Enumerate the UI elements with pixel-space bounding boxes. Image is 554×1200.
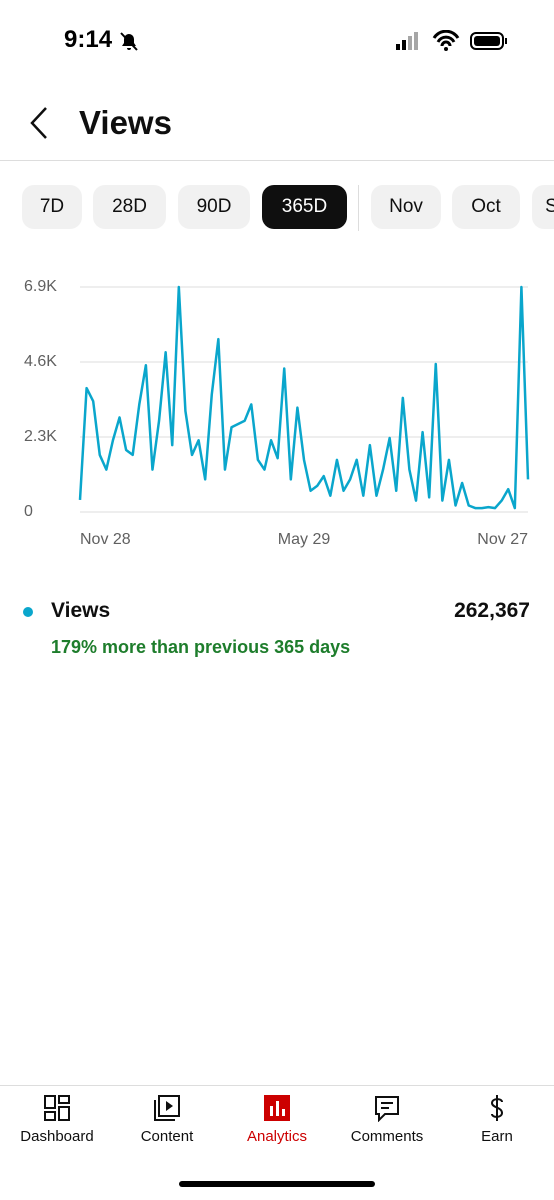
nav-item[interactable]: Analytics	[222, 1090, 332, 1145]
chart: 0 2.3K 4.6K 6.9K Nov 28 May 29 Nov 27	[24, 278, 530, 548]
data-line	[78, 285, 530, 510]
status-time: 9:14	[64, 26, 113, 53]
x-tick-label: Nov 27	[477, 531, 528, 548]
nav-label: Comments	[350, 1128, 424, 1145]
nav-label: Analytics	[246, 1128, 308, 1145]
legend-label: Views	[51, 599, 111, 622]
y-tick-label: 4.6K	[24, 353, 57, 370]
nav-icon	[264, 1095, 290, 1121]
nav-item[interactable]: Dashboard	[2, 1090, 112, 1145]
tab[interactable]: 28D	[93, 185, 166, 229]
home-indicator	[179, 1181, 375, 1187]
nav-divider	[0, 1085, 554, 1086]
page-title: Views	[79, 104, 172, 141]
nav-icon	[490, 1095, 504, 1121]
y-tick-label: 0	[24, 503, 33, 520]
nav-icon	[154, 1095, 180, 1121]
tab[interactable]: Nov	[371, 185, 441, 229]
nav-icon	[44, 1095, 70, 1121]
tab[interactable]: 90D	[178, 185, 250, 229]
tab[interactable]: 365D	[262, 185, 347, 229]
tab[interactable]: Sep	[532, 185, 554, 229]
x-tick-label: Nov 28	[80, 531, 131, 548]
status-icons	[396, 30, 507, 51]
total-views: 262,367	[454, 599, 530, 622]
y-tick-label: 2.3K	[24, 428, 57, 445]
tab-separator	[358, 185, 359, 231]
divider	[0, 160, 554, 161]
x-tick-label: May 29	[278, 531, 331, 548]
comparison: 179% more than previous 365 days	[51, 637, 351, 657]
tab[interactable]: Oct	[452, 185, 520, 229]
tab[interactable]: 7D	[22, 185, 82, 229]
legend-dot	[23, 607, 33, 617]
nav-label: Earn	[481, 1128, 513, 1145]
nav-label: Content	[140, 1128, 194, 1145]
y-tick-label: 6.9K	[24, 278, 57, 295]
nav-item[interactable]: Content	[112, 1090, 222, 1145]
nav-icon	[375, 1096, 399, 1122]
nav-item[interactable]: Comments	[332, 1090, 442, 1145]
mute-icon	[120, 32, 138, 51]
nav-label: Dashboard	[20, 1128, 94, 1145]
back-button[interactable]	[26, 106, 50, 140]
nav-item[interactable]: Earn	[442, 1090, 552, 1145]
